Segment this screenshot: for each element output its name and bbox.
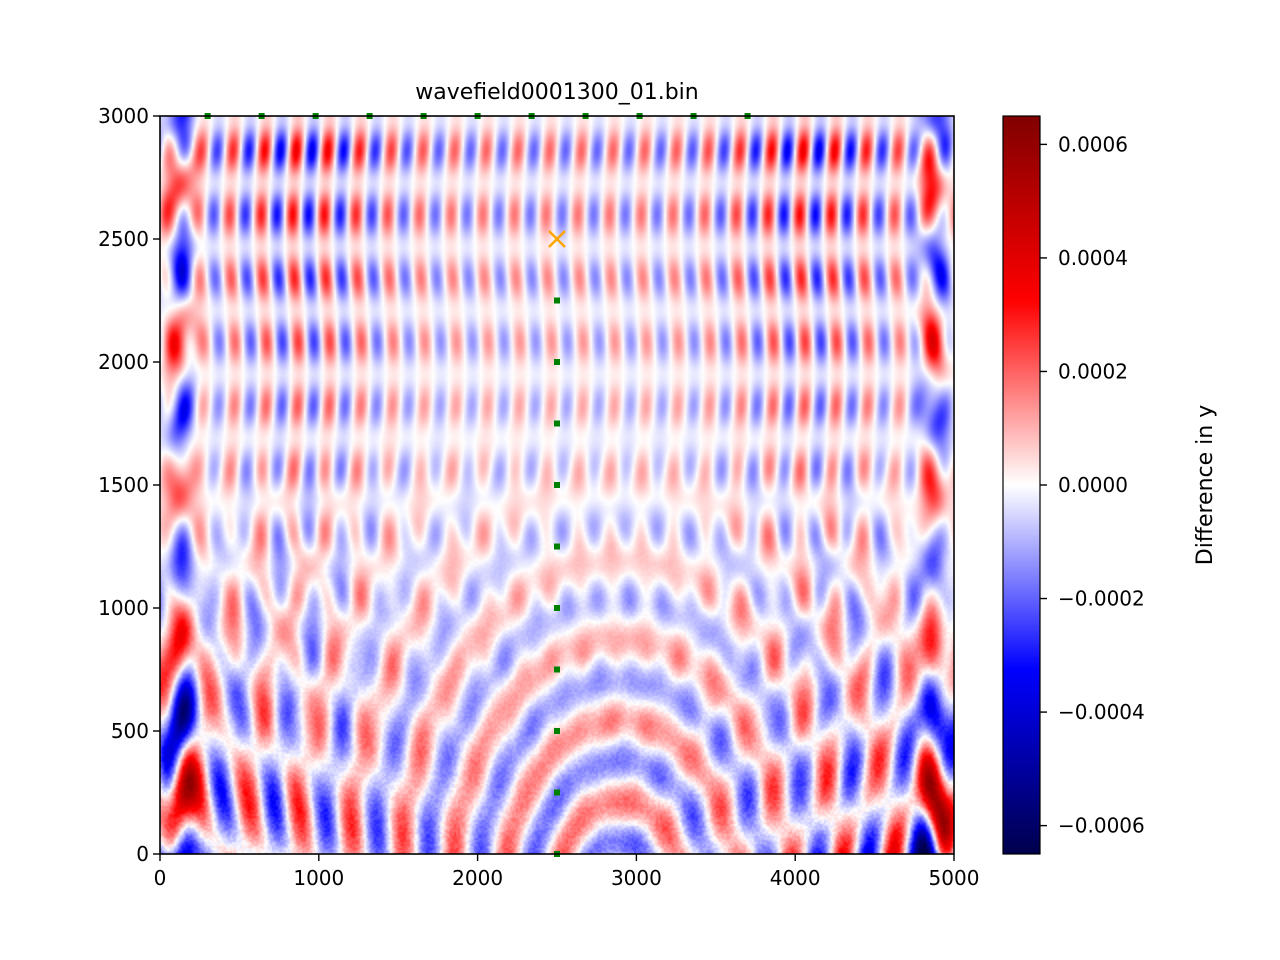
receiver-point — [554, 605, 560, 611]
receiver-point — [554, 297, 560, 304]
colorbar-tick-label: 0.0002 — [1058, 359, 1128, 383]
receiver-point — [554, 789, 560, 796]
receiver-point — [554, 482, 560, 488]
x-tick-label: 2000 — [452, 866, 503, 890]
receiver-point — [554, 728, 560, 734]
colorbar-tick-label: −0.0006 — [1058, 814, 1145, 838]
colorbar-tick-label: 0.0000 — [1058, 473, 1128, 497]
colorbar-tick-label: −0.0002 — [1058, 587, 1145, 611]
source-marker — [548, 230, 566, 248]
colorbar-tick-label: 0.0006 — [1058, 132, 1128, 156]
y-tick-label: 0 — [136, 842, 149, 866]
y-tick-label: 2000 — [98, 350, 149, 374]
y-axis: 0 500 1000 1500 2000 2500 3000 — [98, 104, 160, 866]
x-tick-label: 5000 — [929, 866, 980, 890]
colorbar-tick-label: −0.0004 — [1058, 700, 1145, 724]
x-tick-label: 3000 — [611, 866, 662, 890]
receiver-point — [554, 359, 560, 365]
colorbar-axis: −0.0006 −0.0004 −0.0002 0.0000 0.0002 0.0004 0… — [1040, 132, 1145, 838]
y-tick-label: 2500 — [98, 227, 149, 251]
x-axis: 0 1000 2000 3000 4000 5000 — [154, 854, 980, 890]
colorbar — [1002, 115, 1041, 855]
x-tick-label: 1000 — [293, 866, 344, 890]
colorbar-tick-label: 0.0004 — [1058, 246, 1128, 270]
x-tick-label: 4000 — [770, 866, 821, 890]
colorbar-label: Difference in y — [1193, 405, 1218, 565]
receiver-point — [554, 420, 560, 427]
x-tick-label: 0 — [154, 866, 167, 890]
source-x-stroke — [548, 230, 566, 248]
receiver-point — [554, 543, 560, 550]
y-tick-label: 1500 — [98, 473, 149, 497]
y-tick-label: 500 — [111, 719, 149, 743]
y-tick-label: 1000 — [98, 596, 149, 620]
chart-title: wavefield0001300_01.bin — [415, 80, 699, 105]
y-tick-label: 3000 — [98, 104, 149, 128]
receiver-point — [554, 666, 560, 673]
